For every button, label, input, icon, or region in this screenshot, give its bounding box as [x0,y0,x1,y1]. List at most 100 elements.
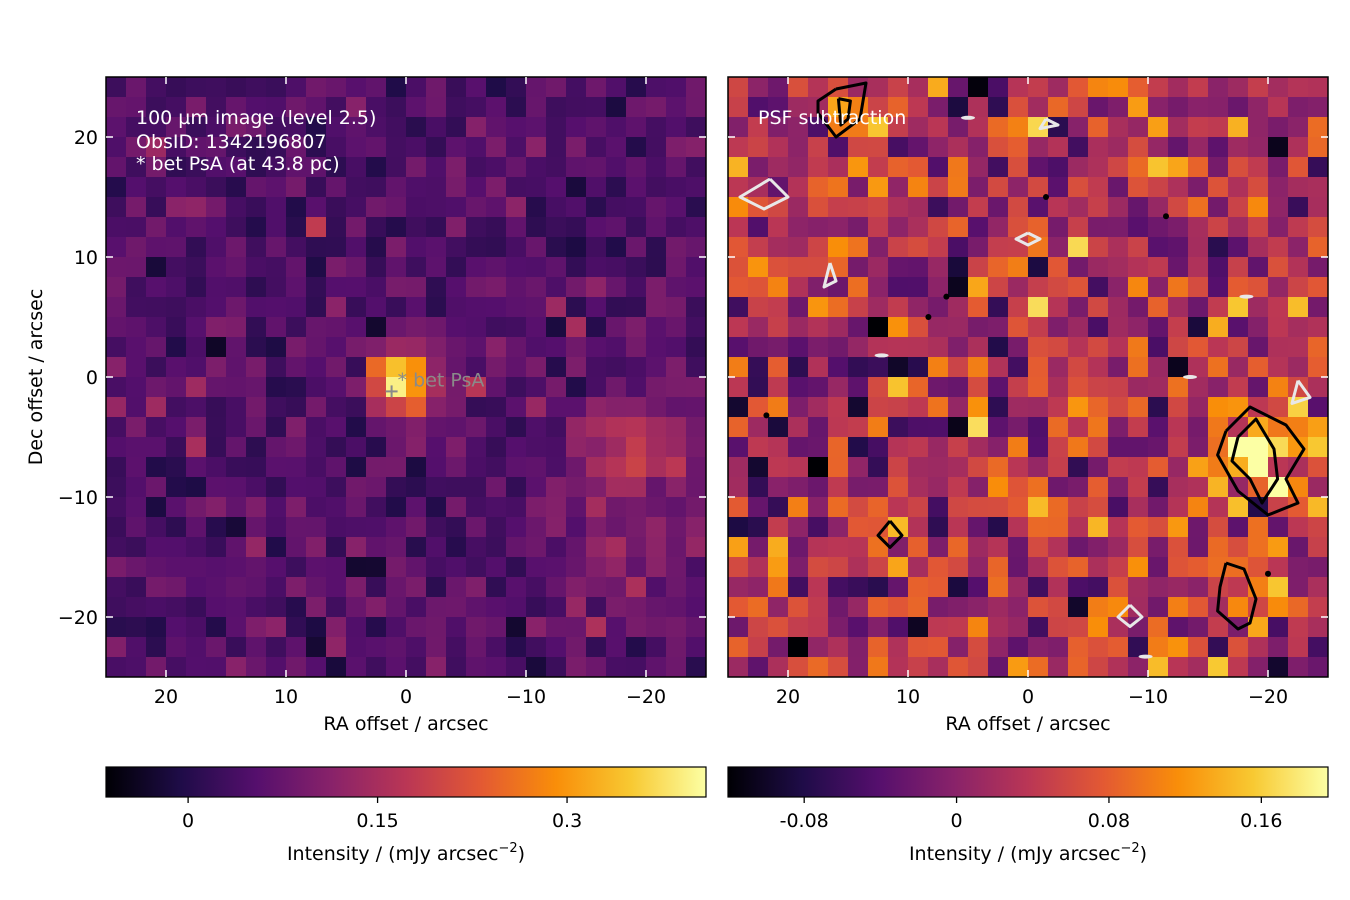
heatmap-pixel [748,577,769,598]
heatmap-pixel [306,477,327,498]
heatmap-pixel [626,357,647,378]
heatmap-pixel [526,337,547,358]
left-heatmap [106,77,706,677]
heatmap-pixel [1068,577,1089,598]
heatmap-pixel [1208,397,1229,418]
heatmap-pixel [186,437,207,458]
heatmap-pixel [426,557,447,578]
heatmap-pixel [888,417,909,438]
heatmap-pixel [626,297,647,318]
heatmap-pixel [1208,257,1229,278]
heatmap-pixel [206,397,227,418]
heatmap-pixel [728,117,749,138]
heatmap-pixel [788,197,809,218]
heatmap-pixel [1128,217,1149,238]
heatmap-pixel [226,477,247,498]
heatmap-pixel [566,77,587,98]
heatmap-pixel [888,577,909,598]
heatmap-pixel [666,297,687,318]
right-colorbar-ticks: -0.08 0 0.08 0.16 [780,797,1282,832]
heatmap-pixel [1148,277,1169,298]
heatmap-pixel [286,497,307,518]
heatmap-pixel [1228,157,1249,178]
heatmap-pixel [126,577,147,598]
right-colorbar: -0.08 0 0.08 0.16 Intensity / (mJy arcsec−2… [727,766,1329,865]
heatmap-pixel [828,317,849,338]
heatmap-pixel [1148,257,1169,278]
heatmap-pixel [666,557,687,578]
heatmap-pixel [848,477,869,498]
heatmap-pixel [226,517,247,538]
heatmap-pixel [908,97,929,118]
heatmap-pixel [426,657,447,677]
heatmap-pixel [346,77,367,98]
heatmap-pixel [266,557,287,578]
heatmap-pixel [748,497,769,518]
heatmap-pixel [306,297,327,318]
heatmap-pixel [406,297,427,318]
heatmap-pixel [1308,537,1328,558]
heatmap-pixel [988,337,1009,358]
heatmap-pixel [1188,297,1209,318]
heatmap-pixel [366,357,387,378]
heatmap-pixel [246,657,267,677]
heatmap-pixel [888,237,909,258]
heatmap-pixel [1308,557,1328,578]
heatmap-pixel [646,357,667,378]
heatmap-pixel [526,97,547,118]
heatmap-pixel [1068,437,1089,458]
heatmap-pixel [526,457,547,478]
heatmap-pixel [1188,537,1209,558]
heatmap-pixel [748,557,769,578]
heatmap-pixel [506,77,527,98]
heatmap-pixel [586,77,607,98]
heatmap-pixel [266,537,287,558]
heatmap-pixel [466,197,487,218]
heatmap-pixel [1108,157,1129,178]
heatmap-pixel [246,377,267,398]
y-tick-label: −10 [58,487,98,509]
heatmap-pixel [506,657,527,677]
heatmap-pixel [686,557,706,578]
heatmap-pixel [546,557,567,578]
heatmap-pixel [526,597,547,618]
heatmap-pixel [266,77,287,98]
heatmap-pixel [326,517,347,538]
heatmap-pixel [386,437,407,458]
heatmap-pixel [1188,517,1209,538]
heatmap-pixel [1288,217,1309,238]
heatmap-pixel [186,237,207,258]
heatmap-pixel [286,617,307,638]
heatmap-pixel [346,377,367,398]
heatmap-pixel [586,557,607,578]
heatmap-pixel [206,177,227,198]
heatmap-pixel [246,597,267,618]
heatmap-pixel [1048,497,1069,518]
heatmap-pixel [486,377,507,398]
heatmap-pixel [1088,297,1109,318]
heatmap-pixel [988,357,1009,378]
heatmap-pixel [386,497,407,518]
heatmap-pixel [566,397,587,418]
heatmap-pixel [1288,117,1309,138]
heatmap-pixel [306,557,327,578]
left-annotation-line-3: * bet PsA (at 43.8 pc) [136,153,340,175]
heatmap-pixel [768,597,789,618]
heatmap-pixel [526,397,547,418]
heatmap-pixel [366,437,387,458]
heatmap-pixel [1108,397,1129,418]
heatmap-pixel [1228,517,1249,538]
heatmap-pixel [326,77,347,98]
heatmap-pixel [326,417,347,438]
heatmap-pixel [788,277,809,298]
heatmap-pixel [948,657,969,677]
heatmap-pixel [586,597,607,618]
heatmap-pixel [1188,157,1209,178]
heatmap-pixel [286,257,307,278]
heatmap-pixel [1028,217,1049,238]
heatmap-pixel [788,117,809,138]
heatmap-pixel [1208,497,1229,518]
heatmap-pixel [788,97,809,118]
heatmap-pixel [546,457,567,478]
heatmap-pixel [486,77,507,98]
